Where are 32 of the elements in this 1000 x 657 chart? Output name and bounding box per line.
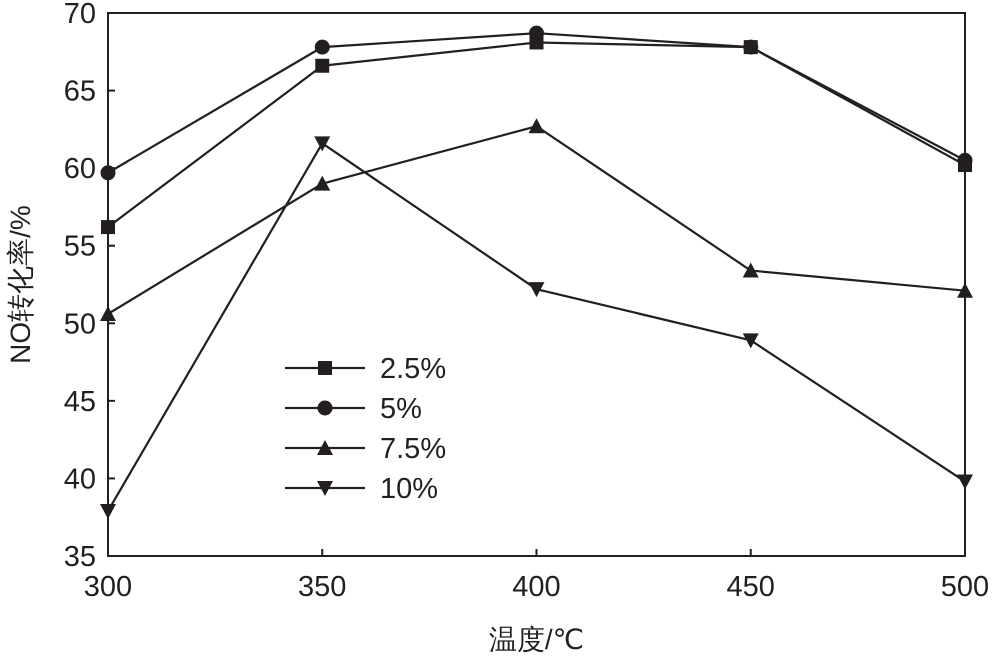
y-tick-label: 35 xyxy=(64,541,96,573)
x-tick-label: 350 xyxy=(298,571,346,603)
legend-label: 2.5% xyxy=(380,353,446,385)
y-tick-label: 65 xyxy=(64,76,96,108)
y-tick-label: 70 xyxy=(64,0,96,30)
point xyxy=(528,282,544,298)
legend-label: 7.5% xyxy=(380,433,446,465)
legend-label: 5% xyxy=(380,393,422,425)
y-axis-title: NO转化率/% xyxy=(5,205,36,364)
point xyxy=(957,282,973,298)
y-tick-label: 55 xyxy=(64,230,96,263)
point xyxy=(528,118,544,134)
x-tick-label: 500 xyxy=(940,571,990,603)
x-tick-label: 450 xyxy=(726,571,775,603)
x-tick-label: 300 xyxy=(84,571,132,603)
point xyxy=(742,333,759,348)
point xyxy=(315,58,330,73)
point xyxy=(314,136,330,152)
legend-label: 10% xyxy=(380,473,438,505)
point xyxy=(530,35,544,50)
x-axis-title: 温度/℃ xyxy=(488,624,584,655)
point xyxy=(314,40,330,55)
x-tick-label: 400 xyxy=(512,571,561,603)
y-tick-label: 45 xyxy=(64,386,96,418)
point xyxy=(100,165,116,180)
y-tick-label: 50 xyxy=(64,308,96,340)
point xyxy=(314,176,330,191)
point xyxy=(101,220,115,234)
point xyxy=(744,40,758,54)
y-tick-label: 60 xyxy=(64,153,96,186)
y-tick-label: 40 xyxy=(64,463,96,496)
point xyxy=(742,262,759,278)
